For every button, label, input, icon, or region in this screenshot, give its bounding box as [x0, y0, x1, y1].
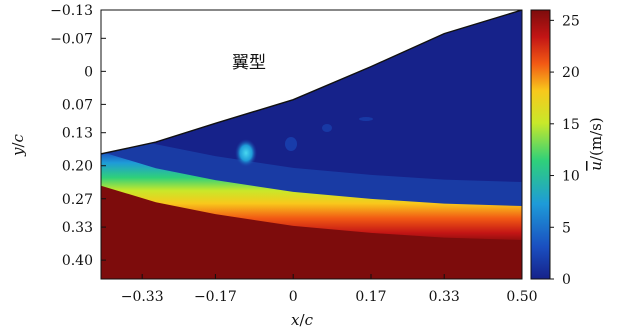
- x-tick-label: 0.33: [429, 289, 460, 305]
- low-speed-band: [101, 127, 522, 210]
- airfoil-surface-line: [101, 10, 522, 155]
- x-tick-label: 0.17: [355, 289, 386, 305]
- y-tick-label: 0.27: [62, 192, 93, 208]
- plot-frame: [100, 9, 523, 280]
- shear-layer: [101, 151, 522, 244]
- vortex-spot: [359, 117, 373, 121]
- airfoil-annotation: 翼型: [232, 53, 266, 73]
- x-tick-label: 0: [289, 289, 298, 305]
- vortex-spot: [322, 124, 332, 132]
- x-tick-label: −0.17: [194, 289, 237, 305]
- velocity-field: [101, 10, 522, 279]
- y-axis-label: y/c: [9, 133, 27, 157]
- y-tick-label: 0.07: [62, 97, 93, 113]
- y-tick-label: 0.33: [62, 220, 93, 236]
- y-tick-label: 0: [84, 64, 93, 80]
- y-axis: −0.13 −0.07 0 0.07 0.13 0.20 0.27 0.33 0.40: [50, 3, 106, 269]
- x-axis: −0.33 −0.17 0 0.17 0.33 0.50: [121, 274, 538, 305]
- colorbar-tick-label: 10: [562, 169, 580, 185]
- vortex-spot: [285, 137, 297, 151]
- colorbar-axis: 0 5 10 15 20 25: [550, 13, 580, 288]
- freestream-region: [101, 185, 522, 279]
- y-tick-label: 0.20: [62, 159, 93, 175]
- x-tick-label: 0.50: [506, 289, 537, 305]
- y-tick-label: 0.40: [62, 253, 93, 269]
- colorbar-tick-label: 5: [562, 220, 571, 236]
- y-tick-label: −0.13: [50, 3, 93, 19]
- colorbar-label: u/(m/s): [587, 117, 605, 170]
- colorbar-tick-label: 20: [562, 65, 580, 81]
- colorbar: [530, 9, 551, 280]
- vortex-spot: [235, 139, 257, 167]
- x-axis-label: x/c: [291, 311, 314, 329]
- y-tick-label: −0.07: [50, 31, 93, 47]
- colorbar-tick-label: 0: [562, 272, 571, 288]
- colorbar-tick-label: 25: [562, 13, 580, 29]
- y-tick-label: 0.13: [62, 126, 93, 142]
- x-tick-label: −0.33: [121, 289, 164, 305]
- colorbar-tick-label: 15: [562, 117, 580, 133]
